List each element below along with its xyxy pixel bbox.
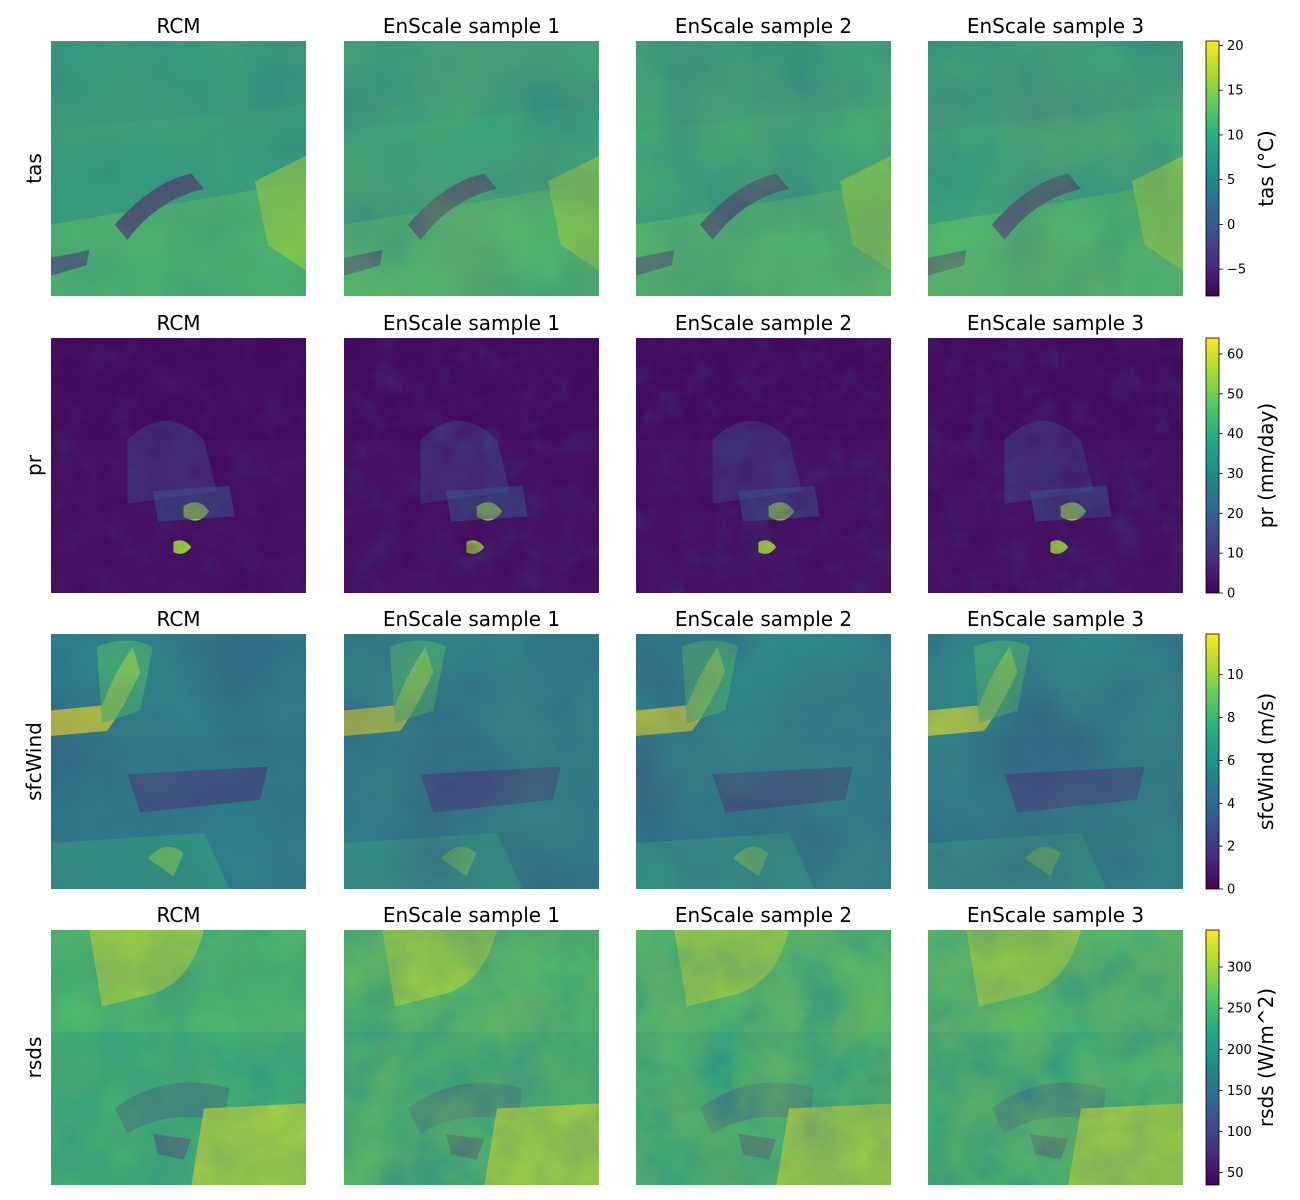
panel-tas-1: EnScale sample 1: [344, 14, 599, 296]
colorbar-tick-label: 5: [1227, 173, 1235, 188]
colorbar-tick-label: 300: [1227, 961, 1252, 976]
colorbar-gradient: [1205, 929, 1220, 1186]
panel-grid: tas RCM EnScale sample 1 EnScale sample 2 En…: [22, 14, 1183, 1185]
panel-title: EnScale sample 2: [675, 14, 852, 38]
panel-title: EnScale sample 1: [383, 607, 560, 631]
colorbar-tick-label: 10: [1227, 668, 1244, 683]
colorbar-tick-label: 150: [1227, 1084, 1252, 1099]
row-label-rsds: rsds: [22, 1037, 46, 1079]
panel-title: EnScale sample 2: [675, 607, 852, 631]
panel-tas-0: RCM: [51, 14, 306, 296]
panel-pr-0: RCM: [51, 311, 306, 593]
colorbar-tick-label: 15: [1227, 84, 1244, 99]
panel-sfcWind-3: EnScale sample 3: [928, 607, 1183, 889]
colorbar-tick-label: 2: [1227, 840, 1235, 855]
panel-title: RCM: [156, 607, 200, 631]
panel-title: EnScale sample 3: [967, 14, 1144, 38]
panel-title: EnScale sample 2: [675, 311, 852, 335]
colorbar-tick-label: 60: [1227, 347, 1244, 362]
panel-title: EnScale sample 1: [383, 14, 560, 38]
colorbar-tas: −5 0 5 10 15 20 tas (°C): [1205, 39, 1278, 297]
colorbar-tick-label: −5: [1227, 263, 1246, 278]
panel-title: EnScale sample 3: [967, 903, 1144, 927]
colorbar-tick-label: 250: [1227, 1002, 1252, 1017]
colorbar-tick-label: 100: [1227, 1125, 1252, 1140]
colorbar-tick-label: 0: [1227, 883, 1235, 898]
colorbar-tick-label: 30: [1227, 467, 1244, 482]
colorbar-label: pr (mm/day): [1254, 403, 1278, 528]
colorbar-label: tas (°C): [1254, 130, 1278, 206]
colorbar-gradient: [1205, 337, 1220, 594]
panel-pr-3: EnScale sample 3: [928, 311, 1183, 593]
panel-title: EnScale sample 3: [967, 607, 1144, 631]
panel-tas-2: EnScale sample 2: [636, 14, 891, 296]
colorbar-tick-label: 6: [1227, 754, 1235, 769]
colorbar-pr: 0 10 20 30 40 50 60 pr (mm/day): [1205, 337, 1278, 602]
panel-title: RCM: [156, 903, 200, 927]
row-label-tas: tas: [22, 153, 46, 184]
colorbar-tick-label: 20: [1227, 39, 1244, 54]
colorbar-sfcWind: 0 2 4 6 8 10 sfcWind (m/s): [1205, 633, 1278, 898]
colorbar-tick-label: 10: [1227, 128, 1244, 143]
colorbar-tick-label: 200: [1227, 1043, 1252, 1058]
colorbar-tick-label: 50: [1227, 387, 1244, 402]
colorbar-tick-label: 50: [1227, 1166, 1244, 1181]
panel-rsds-1: EnScale sample 1: [344, 903, 599, 1185]
panel-pr-1: EnScale sample 1: [344, 311, 599, 593]
colorbar-tick-label: 40: [1227, 427, 1244, 442]
colorbar-label: rsds (W/m^2): [1254, 988, 1278, 1127]
colorbar-tick-label: 8: [1227, 711, 1235, 726]
colorbar-tick-label: 20: [1227, 507, 1244, 522]
panel-rsds-3: EnScale sample 3: [928, 903, 1183, 1185]
panel-sfcWind-2: EnScale sample 2: [636, 607, 891, 889]
colorbar-tick-label: 10: [1227, 547, 1244, 562]
panel-title: RCM: [156, 14, 200, 38]
panel-sfcWind-0: RCM: [51, 607, 306, 889]
panel-title: EnScale sample 3: [967, 311, 1144, 335]
panel-pr-2: EnScale sample 2: [636, 311, 891, 593]
panel-rsds-0: RCM: [51, 903, 306, 1185]
panel-title: EnScale sample 1: [383, 903, 560, 927]
panel-title: RCM: [156, 311, 200, 335]
panel-sfcWind-1: EnScale sample 1: [344, 607, 599, 889]
row-label-sfcWind: sfcWind: [22, 722, 46, 801]
colorbar-label: sfcWind (m/s): [1254, 693, 1278, 830]
colorbar-tick-label: 4: [1227, 797, 1235, 812]
colorbar-tick-label: 0: [1227, 587, 1235, 602]
panel-rsds-2: EnScale sample 2: [636, 903, 891, 1185]
colorbar-tick-label: 0: [1227, 218, 1235, 233]
panel-tas-3: EnScale sample 3: [928, 14, 1183, 296]
colorbar-gradient: [1205, 633, 1220, 890]
panel-title: EnScale sample 2: [675, 903, 852, 927]
row-label-pr: pr: [22, 454, 46, 476]
colorbar-gradient: [1205, 40, 1220, 297]
panel-title: EnScale sample 1: [383, 311, 560, 335]
